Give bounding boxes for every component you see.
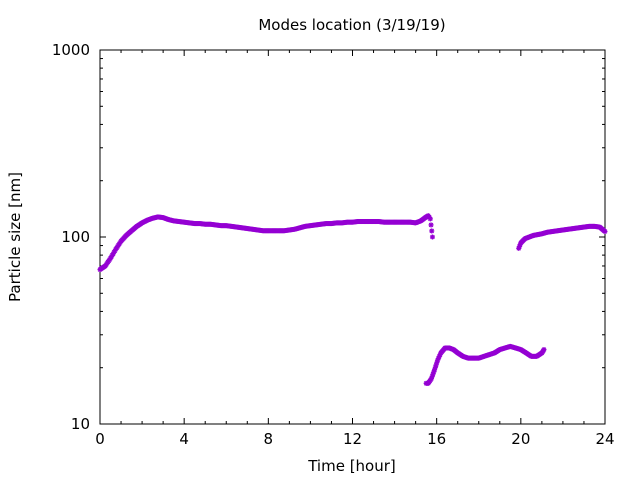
chart-title: Modes location (3/19/19) — [258, 16, 445, 34]
data-point — [428, 222, 434, 228]
y-ticks: 10 100 1000 — [52, 41, 605, 433]
x-tick-label: 24 — [595, 430, 614, 448]
x-tick-label: 0 — [95, 430, 105, 448]
x-tick-label: 8 — [264, 430, 274, 448]
data-point — [541, 347, 547, 353]
x-axis-label: Time [hour] — [307, 457, 396, 475]
x-tick-label: 20 — [511, 430, 530, 448]
x-ticks: 0 4 8 12 16 20 24 — [95, 50, 615, 448]
data-point — [429, 234, 435, 240]
data-points — [97, 213, 608, 386]
data-point — [427, 216, 433, 222]
data-point — [602, 229, 608, 235]
y-tick-label: 1000 — [52, 41, 90, 59]
x-tick-label: 16 — [427, 430, 446, 448]
data-point — [429, 228, 435, 234]
x-tick-label: 4 — [179, 430, 189, 448]
x-tick-label: 12 — [343, 430, 362, 448]
y-tick-label: 10 — [71, 415, 90, 433]
y-tick-label: 100 — [61, 228, 90, 246]
y-axis-label: Particle size [nm] — [6, 172, 24, 302]
